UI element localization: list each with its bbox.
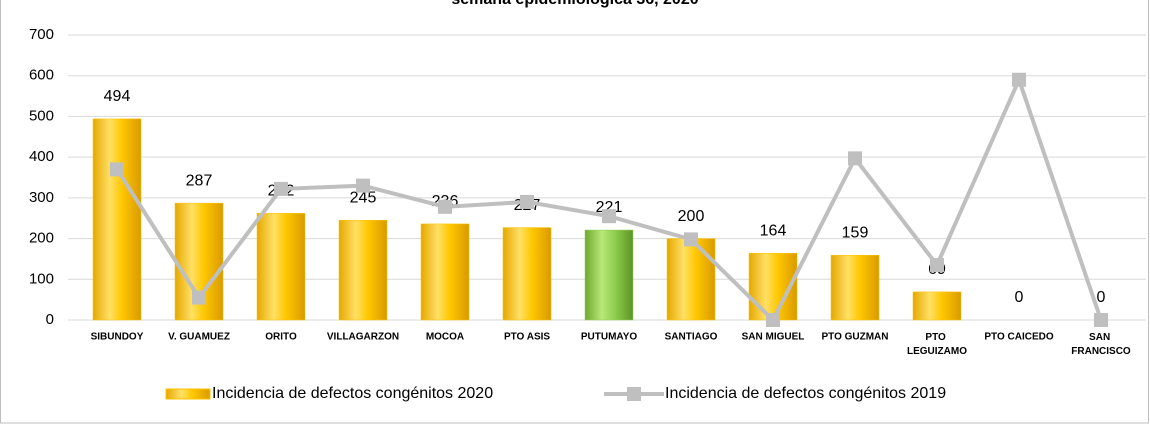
data-label: 200 — [678, 208, 705, 225]
chart-title: semana epidemiológica 36, 2020 — [451, 0, 698, 8]
x-tick-label: VILLAGARZON — [327, 332, 399, 343]
marker — [274, 181, 288, 196]
x-tick-label: PTO ASIS — [504, 332, 550, 343]
bar — [256, 213, 306, 321]
y-tick-label: 600 — [29, 67, 54, 84]
marker — [848, 151, 862, 166]
legend-label: Incidencia de defectos congénitos 2019 — [665, 385, 946, 402]
x-tick-label: PTO GUZMAN — [821, 332, 888, 343]
bar — [338, 220, 388, 321]
x-tick-label: PUTUMAYO — [581, 332, 638, 343]
bar — [912, 291, 962, 321]
data-label: 0 — [1097, 289, 1106, 306]
marker — [438, 199, 452, 214]
y-tick-label: 200 — [29, 230, 54, 247]
bar — [666, 238, 716, 321]
marker — [1012, 72, 1026, 87]
x-tick-label: PTO CAICEDO — [984, 332, 1053, 343]
marker — [520, 194, 534, 209]
legend-swatch — [627, 387, 641, 401]
x-tick-label: PTO LEGUIZAMO — [907, 332, 967, 357]
data-label: 245 — [350, 189, 377, 206]
data-label: 0 — [1015, 289, 1024, 306]
marker — [602, 209, 616, 224]
marker — [192, 290, 206, 305]
marker — [1094, 313, 1108, 327]
y-tick-label: 400 — [29, 148, 54, 165]
data-label: 494 — [104, 88, 131, 105]
marker — [684, 232, 698, 247]
bar — [92, 118, 142, 321]
data-label: 287 — [186, 172, 213, 189]
legend-label: Incidencia de defectos congénitos 2020 — [212, 385, 493, 402]
data-label: 159 — [842, 224, 869, 241]
y-tick-label: 0 — [46, 311, 54, 328]
x-tick-label: SANTIAGO — [665, 332, 718, 343]
marker — [356, 178, 370, 193]
marker — [110, 162, 124, 177]
x-tick-label: SAN MIGUEL — [742, 332, 805, 343]
x-tick-label: ORITO — [265, 332, 297, 343]
bar — [502, 227, 552, 321]
marker — [766, 313, 780, 327]
y-tick-label: 500 — [29, 107, 54, 124]
x-tick-label: SAN FRANCISCO — [1071, 332, 1131, 357]
bar — [830, 255, 880, 321]
x-tick-label: MOCOA — [426, 332, 464, 343]
y-tick-label: 700 — [29, 26, 54, 43]
bar — [420, 223, 470, 321]
y-tick-label: 300 — [29, 189, 54, 206]
marker — [930, 258, 944, 273]
y-tick-label: 100 — [29, 270, 54, 287]
legend-swatch — [165, 388, 211, 400]
x-tick-label: V. GUAMUEZ — [168, 332, 230, 343]
bar — [584, 229, 634, 321]
data-label: 164 — [760, 222, 787, 239]
x-tick-label: SIBUNDOY — [91, 332, 144, 343]
